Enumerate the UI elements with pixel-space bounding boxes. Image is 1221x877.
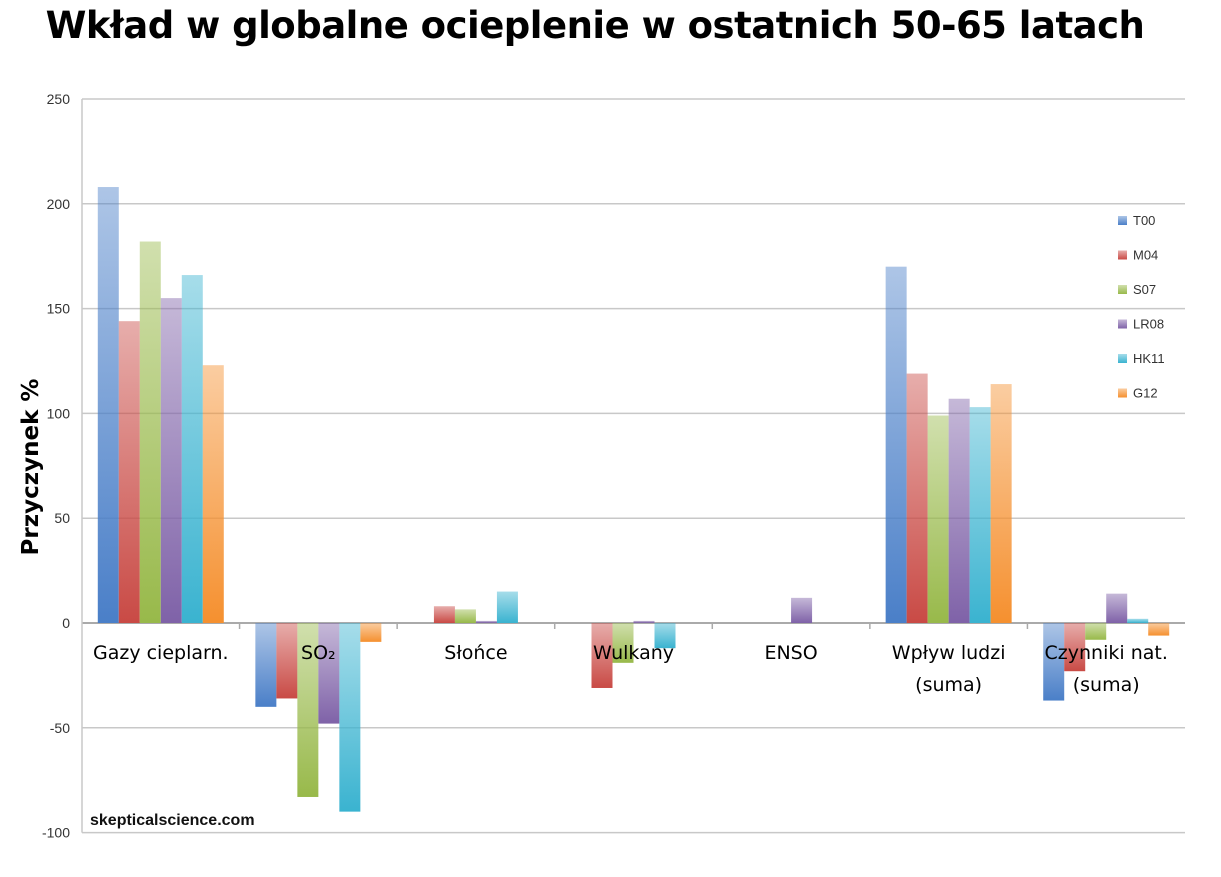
y-axis-label: Przyczynek % xyxy=(18,379,44,556)
bar-LR08 xyxy=(318,623,340,724)
legend-label: M04 xyxy=(1133,248,1158,263)
y-tick-label: 0 xyxy=(62,615,70,631)
legend-swatch-LR08 xyxy=(1118,319,1127,329)
category-label: Czynniki nat. xyxy=(1045,642,1168,664)
bar-G12 xyxy=(360,623,382,642)
chart-title: Wkład w globalne ocieplenie w ostatnich … xyxy=(45,4,1145,47)
y-tick-label: 100 xyxy=(47,405,71,421)
legend-label: HK11 xyxy=(1133,351,1165,366)
bar-T00 xyxy=(1043,623,1065,701)
bar-LR08 xyxy=(948,398,970,623)
bar-HK11 xyxy=(496,591,518,623)
bar-LR08 xyxy=(633,620,655,623)
bar-S07 xyxy=(612,623,634,663)
bar-G12 xyxy=(202,365,224,623)
bar-M04 xyxy=(1064,623,1086,672)
bar-T00 xyxy=(97,187,119,624)
bar-M04 xyxy=(433,606,455,623)
bar-M04 xyxy=(118,321,140,623)
bar-G12 xyxy=(1148,623,1170,636)
legend-swatch-T00 xyxy=(1118,216,1127,225)
bar-HK11 xyxy=(969,407,991,623)
legend-swatch-HK11 xyxy=(1118,354,1127,363)
y-tick-label: -100 xyxy=(42,825,70,841)
bar-M04 xyxy=(276,623,298,699)
bar-HK11 xyxy=(339,623,361,812)
legend-label: G12 xyxy=(1133,386,1158,401)
category-label: Wulkany xyxy=(593,642,674,664)
bar-LR08 xyxy=(475,620,497,623)
category-label: (suma) xyxy=(915,674,982,696)
bar-M04 xyxy=(591,623,613,688)
bar-LR08 xyxy=(160,298,182,623)
bar-S07 xyxy=(454,609,476,623)
legend-swatch-M04 xyxy=(1118,250,1127,260)
category-label: (suma) xyxy=(1073,674,1140,696)
bar-T00 xyxy=(255,623,277,707)
bar-S07 xyxy=(927,415,949,623)
legend-label: LR08 xyxy=(1133,317,1164,332)
legend-swatch-G12 xyxy=(1118,388,1127,398)
category-label: ENSO xyxy=(764,642,817,664)
category-label: Słońce xyxy=(444,642,507,664)
bar-G12 xyxy=(990,384,1012,623)
legend-swatch-S07 xyxy=(1118,285,1127,294)
category-label: Wpływ ludzi xyxy=(892,642,1006,664)
category-label: Gazy cieplarn. xyxy=(93,642,229,664)
bar-S07 xyxy=(139,241,161,623)
category-label: SO₂ xyxy=(301,642,336,664)
bar-LR08 xyxy=(791,597,813,623)
y-tick-label: 150 xyxy=(47,301,71,317)
bar-HK11 xyxy=(181,275,203,623)
bar-LR08 xyxy=(1106,593,1128,623)
bar-T00 xyxy=(885,266,907,623)
bar-S07 xyxy=(1085,623,1107,640)
legend-label: T00 xyxy=(1133,213,1155,228)
y-tick-label: 250 xyxy=(47,91,71,107)
y-tick-label: 200 xyxy=(47,196,71,212)
y-tick-label: -50 xyxy=(50,720,70,736)
legend-label: S07 xyxy=(1133,282,1156,297)
bar-HK11 xyxy=(654,623,676,649)
watermark: skepticalscience.com xyxy=(90,812,255,829)
bar-HK11 xyxy=(1127,618,1149,623)
bar-M04 xyxy=(906,373,928,623)
y-tick-label: 50 xyxy=(54,510,70,526)
bar-S07 xyxy=(297,623,319,797)
